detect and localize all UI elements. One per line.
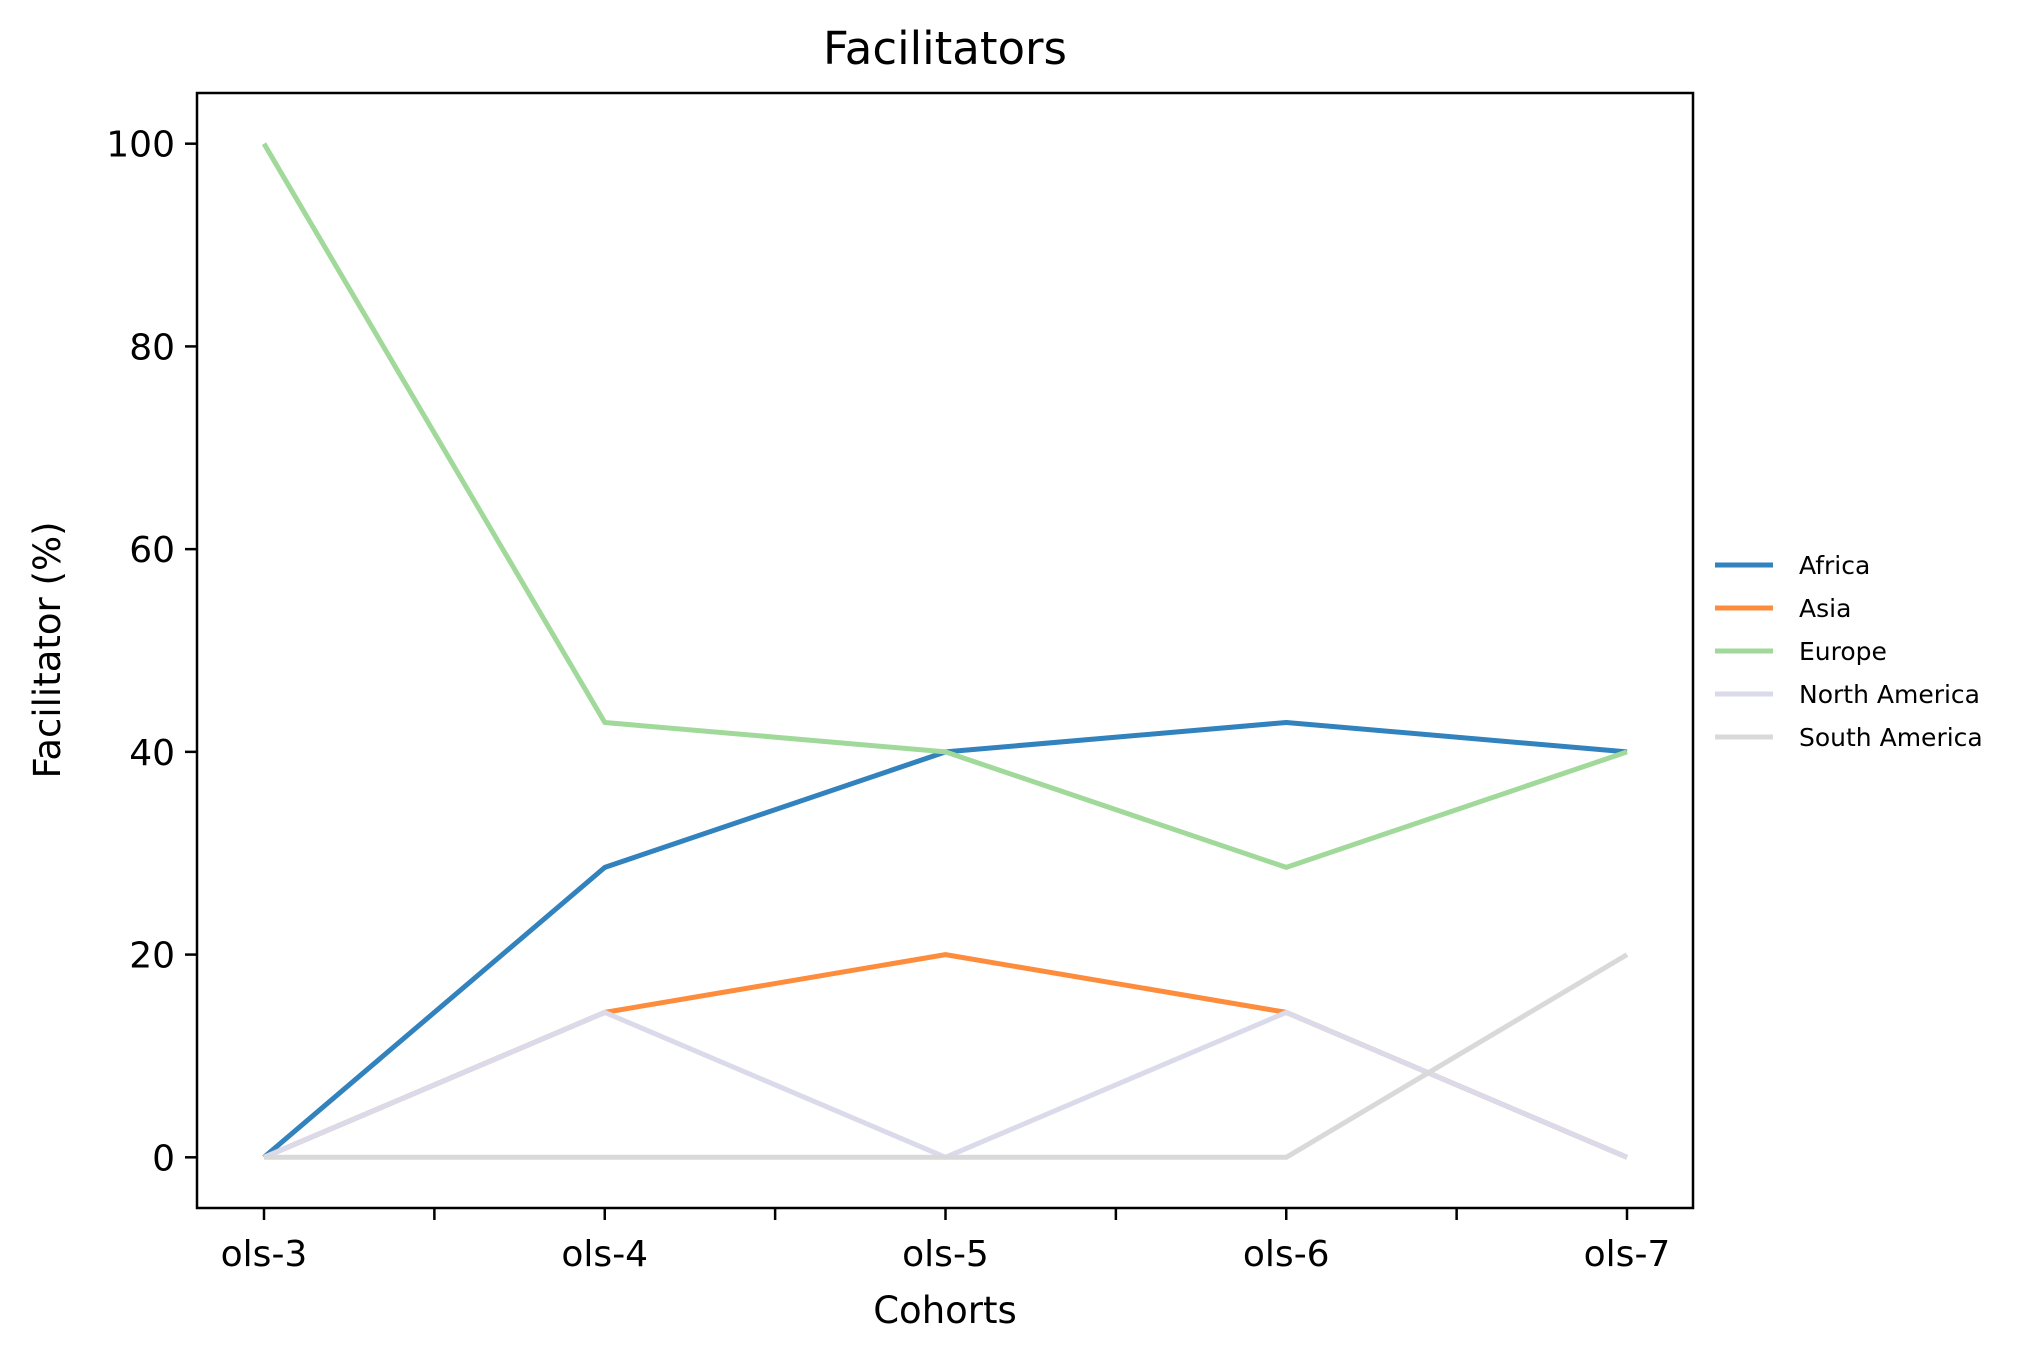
x-tick-label: ols-6	[1243, 1234, 1330, 1275]
series-line-europe	[261, 142, 1628, 870]
series-line-south-america	[264, 952, 1629, 1160]
y-tick-label: 40	[129, 733, 175, 774]
series-line-north-america	[263, 1009, 1628, 1160]
y-tick-label: 0	[152, 1138, 175, 1179]
legend-label-europe: Europe	[1799, 637, 1887, 666]
series-layer	[261, 142, 1629, 1160]
x-axis-label: Cohorts	[873, 1289, 1017, 1332]
legend-label-africa: Africa	[1799, 551, 1870, 580]
x-tick-label: ols-7	[1584, 1234, 1671, 1275]
legend-label-asia: Asia	[1799, 594, 1851, 623]
y-axis-label: Facilitator (%)	[26, 521, 69, 778]
y-axis: 0 20 40 60 80 100	[106, 125, 197, 1179]
legend-label-south-america: South America	[1799, 723, 1983, 752]
series-line-africa	[262, 720, 1628, 1160]
x-tick-label: ols-3	[221, 1234, 308, 1275]
y-tick-label: 100	[106, 125, 175, 166]
plot-frame	[195, 91, 1695, 1210]
y-tick-label: 60	[129, 530, 175, 571]
chart-title: Facilitators	[823, 22, 1067, 75]
x-axis: ols-3 ols-4 ols-5 ols-6 ols-7	[221, 1208, 1671, 1275]
x-tick-label: ols-5	[902, 1234, 989, 1275]
y-tick-label: 20	[129, 936, 175, 977]
y-tick-label: 80	[129, 327, 175, 368]
x-tick-label: ols-4	[561, 1234, 648, 1275]
legend-label-north-america: North America	[1799, 680, 1980, 709]
legend: Africa Asia Europe North America South Ameri…	[1715, 551, 1983, 752]
